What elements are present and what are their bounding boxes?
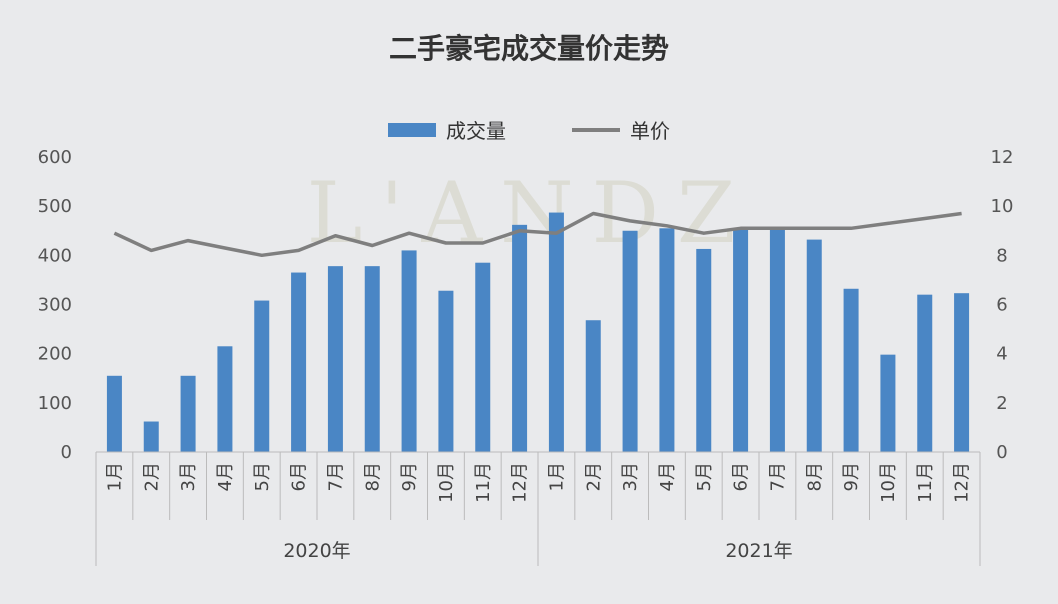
bar xyxy=(180,375,196,452)
x-tick-label: 8月 xyxy=(362,462,383,491)
x-tick-label: 12月 xyxy=(510,462,531,503)
x-tick-label: 10月 xyxy=(878,462,899,503)
group-label: 2020年 xyxy=(283,540,350,562)
x-tick-label: 3月 xyxy=(620,462,641,491)
x-tick-label: 9月 xyxy=(399,462,420,491)
x-tick-label: 7月 xyxy=(325,462,346,491)
x-tick-label: 1月 xyxy=(546,462,567,491)
bar-series xyxy=(106,212,970,452)
y-left-tick-label: 100 xyxy=(38,393,72,414)
group-label: 2021年 xyxy=(725,540,792,562)
y-right-tick-label: 4 xyxy=(996,344,1007,365)
x-tick-label: 1月 xyxy=(104,462,125,491)
x-tick-label: 11月 xyxy=(915,462,936,503)
bar xyxy=(917,294,933,452)
bar xyxy=(880,354,896,452)
bar xyxy=(106,375,122,452)
bar xyxy=(217,346,233,452)
bar xyxy=(475,262,491,452)
x-tick-label: 10月 xyxy=(436,462,457,503)
price-line xyxy=(113,211,962,258)
legend: 成交量 单价 xyxy=(388,119,670,143)
y-left-tick-label: 600 xyxy=(38,147,72,168)
legend-swatch-bar xyxy=(388,123,436,137)
x-tick-label: 5月 xyxy=(694,462,715,491)
x-tick-label: 3月 xyxy=(178,462,199,491)
bar xyxy=(843,288,859,452)
legend-label-volume: 成交量 xyxy=(446,119,506,143)
bar xyxy=(438,290,454,452)
x-axis: 1月 2月 3月 4月 5月 6月 7月 8月 9月 10月 11月 12月 1月 2月 3月 4月 5月 6月 7… xyxy=(95,451,981,566)
x-tick-label: 6月 xyxy=(289,462,310,491)
bar xyxy=(401,250,417,452)
y-left-tick-label: 500 xyxy=(38,196,72,217)
bar xyxy=(806,239,822,452)
y-left-tick-label: 300 xyxy=(38,295,72,316)
x-tick-label: 2月 xyxy=(583,462,604,491)
bar xyxy=(143,421,159,452)
x-tick-label: 5月 xyxy=(252,462,273,491)
bar xyxy=(733,229,749,452)
watermark-logo: L'ANDZ xyxy=(307,164,754,262)
x-tick-label: 11月 xyxy=(473,462,494,503)
y-left-tick-label: 200 xyxy=(38,344,72,365)
x-tick-label: 12月 xyxy=(952,462,973,503)
x-tick-label: 8月 xyxy=(804,462,825,491)
x-tick-label: 6月 xyxy=(731,462,752,491)
x-tick-label: 7月 xyxy=(767,462,788,491)
bar xyxy=(254,300,270,452)
bar xyxy=(291,272,307,452)
x-tick-label: 9月 xyxy=(841,462,862,491)
x-tick-label: 2月 xyxy=(141,462,162,491)
bar xyxy=(585,320,601,452)
bar xyxy=(622,230,638,452)
line-series xyxy=(113,211,962,258)
y-right-tick-label: 0 xyxy=(996,442,1007,463)
y-left-tick-label: 0 xyxy=(61,442,72,463)
y-left-tick-label: 400 xyxy=(38,245,72,266)
bar xyxy=(364,266,380,452)
y-right-tick-label: 8 xyxy=(996,245,1007,266)
x-tick-label: 4月 xyxy=(657,462,678,491)
chart-title: 二手豪宅成交量价走势 xyxy=(389,32,669,65)
bar xyxy=(327,266,343,452)
y-right-tick-label: 2 xyxy=(996,393,1007,414)
y-right-tick-label: 10 xyxy=(991,196,1014,217)
y-right-tick-label: 6 xyxy=(996,295,1007,316)
bar xyxy=(954,293,970,452)
bar xyxy=(548,212,564,452)
y-axis-right: 0 2 4 6 8 10 12 xyxy=(991,147,1014,463)
bar xyxy=(659,228,675,452)
x-tick-label: 4月 xyxy=(215,462,236,491)
bar xyxy=(512,224,528,452)
bar xyxy=(769,229,785,452)
bar xyxy=(696,248,712,452)
y-right-tick-label: 12 xyxy=(991,147,1014,168)
y-axis-left: 0 100 200 300 400 500 600 xyxy=(38,147,72,463)
legend-label-price: 单价 xyxy=(630,119,670,143)
